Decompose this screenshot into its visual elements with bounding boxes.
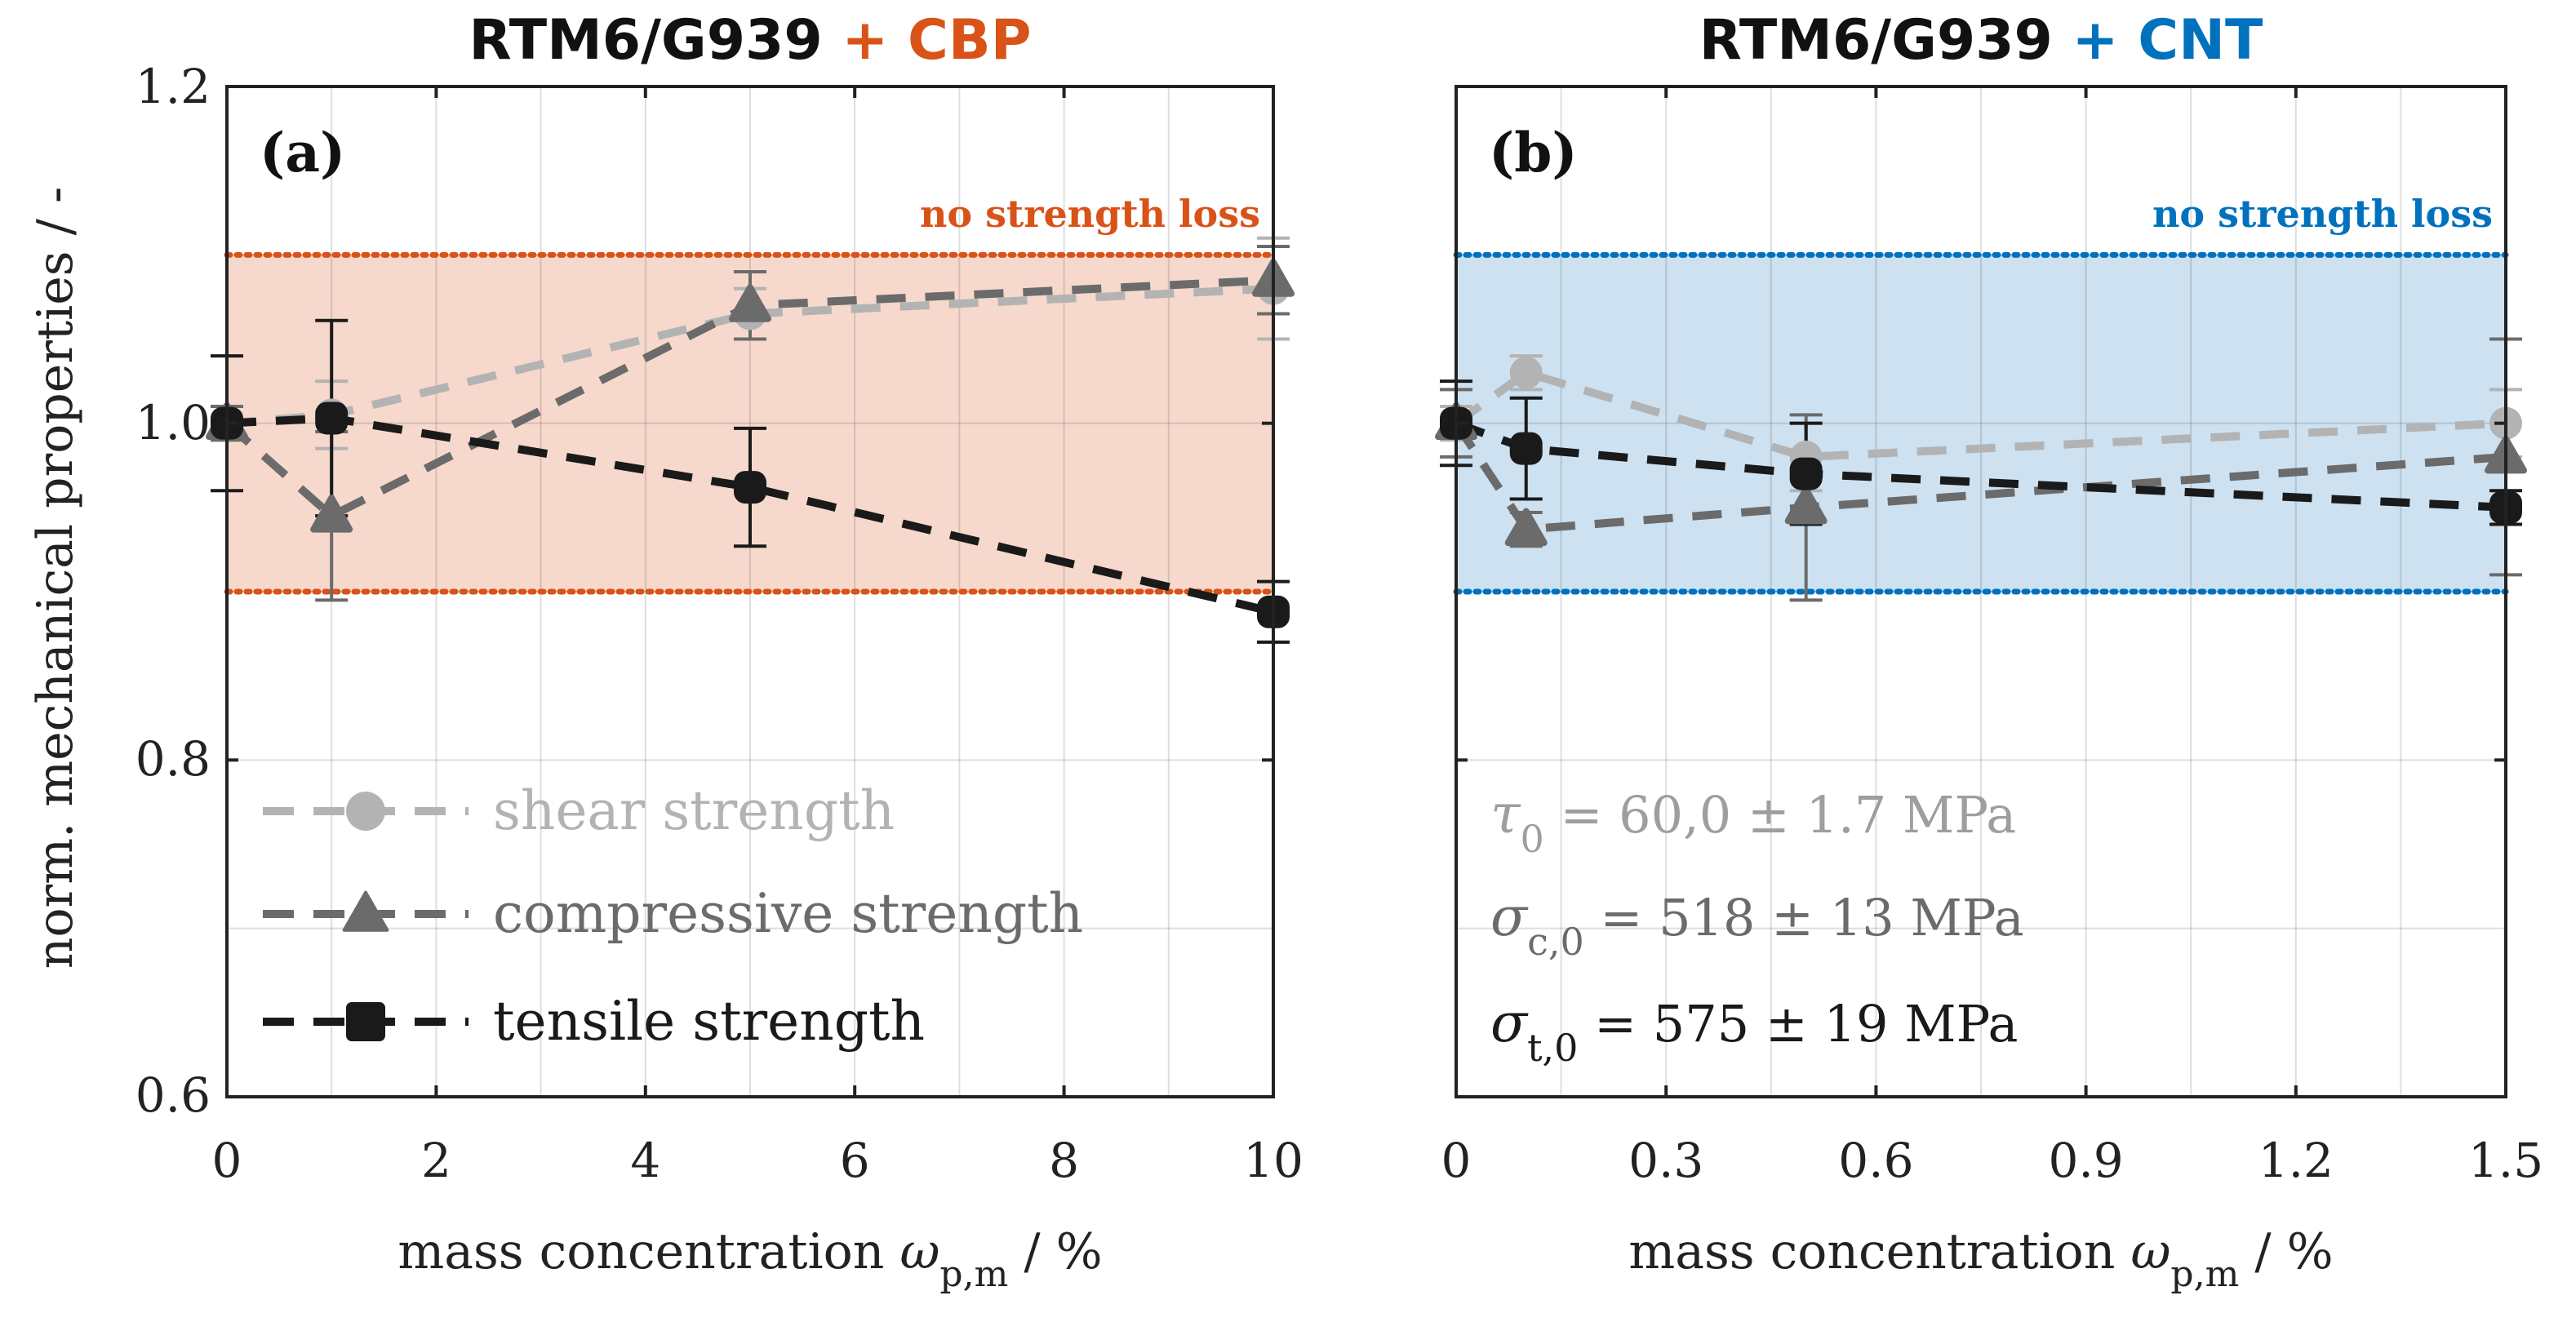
- legend-label: compressive strength: [493, 882, 1083, 945]
- x-tick-label: 0: [1441, 1133, 1472, 1188]
- compressive-strength-point: [1784, 486, 1828, 525]
- legend-label: shear strength: [493, 779, 895, 842]
- panel-a-chart: 0 2 4 6 8 10 mass concentration ωp,m / % RTM6/G…: [206, 8, 1304, 1295]
- y-tick-label: 1.0: [135, 395, 211, 450]
- x-axis-label: mass concentration ωp,m / %: [1628, 1223, 2333, 1295]
- shear-strength-point: [1509, 356, 1543, 389]
- x-tick-label: 10: [1243, 1133, 1304, 1188]
- reference-value: σt,0 = 575 ± 19 MPa: [1490, 992, 2019, 1070]
- tensile-strength-point: [315, 402, 349, 435]
- axes-frame: [225, 85, 1275, 1098]
- y-axis-label: norm. mechanical properties / -: [27, 187, 84, 969]
- legend-marker: [346, 1002, 385, 1041]
- panel-label: (a): [260, 121, 345, 184]
- x-tick-label: 1.5: [2468, 1133, 2543, 1188]
- plot-area: [1435, 85, 2527, 1098]
- compressive-strength-point: [729, 284, 771, 322]
- x-tick-label: 8: [1049, 1133, 1079, 1188]
- panel-b-chart: 0 0.3 0.6 0.9 1.2 1.5 mass concentration ωp,m …: [1435, 8, 2543, 1295]
- reference-value: τ0 = 60,0 ± 1.7 MPa: [1490, 783, 2016, 861]
- y-tick-label: 1.2: [135, 59, 211, 114]
- tensile-strength-line: [226, 414, 1275, 616]
- reference-values: τ0 = 60,0 ± 1.7 MPa σc,0 = 518 ± 13 MPa σt…: [1490, 783, 2024, 1070]
- band-label: no strength loss: [920, 192, 1260, 236]
- chart-title: RTM6/G939 + CNT: [1699, 8, 2263, 73]
- tensile-strength-point: [734, 471, 766, 504]
- tensile-strength-point: [1789, 457, 1823, 490]
- legend-label: tensile strength: [493, 990, 925, 1053]
- legend: shear strength compressive strength tensil…: [263, 779, 1083, 1053]
- x-tick-label: 6: [840, 1133, 870, 1188]
- x-axis-label: mass concentration ωp,m / %: [398, 1223, 1102, 1295]
- legend-item-compressive: compressive strength: [263, 882, 1083, 945]
- plot-area: [206, 85, 1295, 1098]
- y-tick-label: 0.6: [135, 1067, 211, 1123]
- panel-label: (b): [1489, 121, 1578, 184]
- x-tick-label: 4: [630, 1133, 660, 1188]
- tensile-strength-line: [1455, 419, 2507, 512]
- x-tick-label: 0: [212, 1133, 242, 1188]
- legend-marker: [346, 792, 385, 831]
- axes-frame: [1455, 85, 2507, 1098]
- compressive-strength-line: [1452, 420, 2507, 534]
- x-tick-label: 0.6: [1838, 1133, 1913, 1188]
- x-tick-label: 0.3: [1628, 1133, 1703, 1188]
- compressive-strength-line: [224, 276, 1274, 521]
- x-tick-label: 1.2: [2258, 1133, 2334, 1188]
- compressive-strength-point: [1504, 508, 1548, 547]
- compressive-strength-point: [310, 495, 353, 533]
- band-label: no strength loss: [2152, 192, 2493, 236]
- x-tick-label: 2: [421, 1133, 451, 1188]
- legend-item-shear: shear strength: [263, 779, 895, 842]
- tensile-strength-point: [1509, 432, 1543, 465]
- reference-value: σc,0 = 518 ± 13 MPa: [1490, 885, 2024, 964]
- chart-title: RTM6/G939 + CBP: [469, 8, 1031, 73]
- x-tick-label: 0.9: [2048, 1133, 2123, 1188]
- legend-marker: [342, 890, 389, 932]
- no-strength-loss-band: [1456, 255, 2506, 592]
- y-tick-label: 0.8: [135, 731, 211, 787]
- legend-item-tensile: tensile strength: [263, 990, 925, 1053]
